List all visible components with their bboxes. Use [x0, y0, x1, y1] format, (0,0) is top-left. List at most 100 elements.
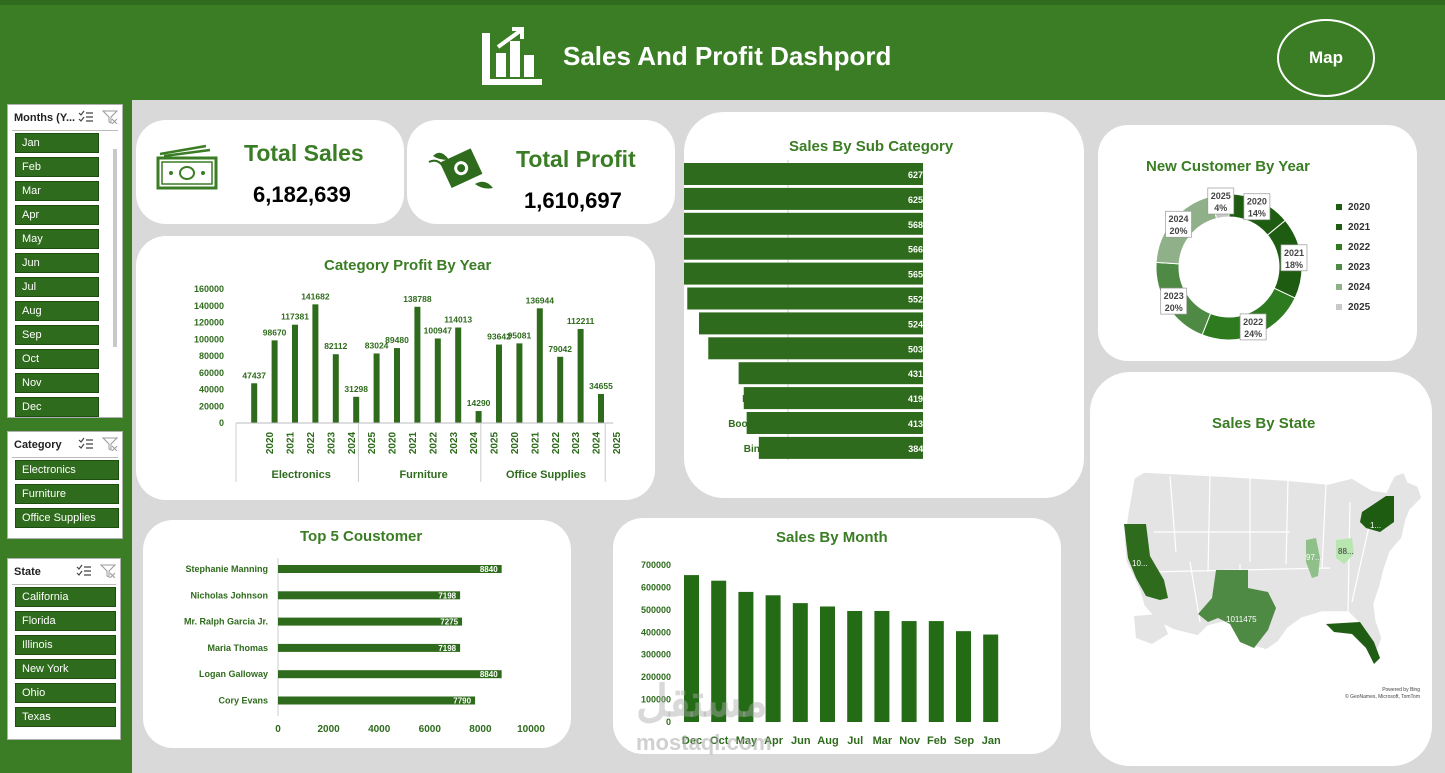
category-item-furniture[interactable]: Furniture — [15, 484, 119, 504]
funnel-bar — [684, 237, 923, 260]
x-tick-label: 2021 — [408, 431, 419, 454]
month-item-jul[interactable]: Jul — [15, 277, 99, 297]
category-item-electronics[interactable]: Electronics — [15, 460, 119, 480]
data-label: 8840 — [480, 670, 498, 679]
clear-filter-icon[interactable] — [102, 437, 118, 451]
category-label: Bookcases — [728, 419, 781, 430]
money-icon — [156, 144, 218, 190]
data-label: 552269 — [908, 295, 938, 305]
bar — [577, 329, 584, 423]
us-map[interactable]: 10... 1011475 97... 88... 1... Powered b… — [1090, 372, 1432, 766]
category-label: Laptops — [742, 394, 781, 405]
funnel-bar — [684, 262, 923, 285]
y-tick-label: 120000 — [194, 318, 224, 328]
new-york-label: 1... — [1370, 521, 1381, 530]
state-item-california[interactable]: California — [15, 587, 116, 607]
bar — [394, 348, 400, 423]
ohio-label: 88... — [1338, 547, 1354, 556]
y-tick-label: 40000 — [199, 385, 224, 395]
scrollbar[interactable] — [113, 149, 117, 347]
group-label: Furniture — [399, 469, 447, 481]
chart-title: Sales By Sub Category — [789, 138, 954, 155]
bar — [874, 610, 890, 722]
texas-label: 1011475 — [1226, 615, 1257, 624]
x-tick-label: Mar — [873, 735, 893, 747]
watermark-url: mostaql.com — [636, 730, 772, 755]
ohio-shape — [1336, 538, 1354, 564]
map-button[interactable]: Map — [1277, 19, 1375, 97]
chart-title: Top 5 Coustomer — [300, 528, 423, 545]
months-slicer-title: Months (Y... — [14, 112, 76, 124]
funnel-bar — [758, 436, 923, 459]
slice-label-box — [1207, 187, 1235, 215]
x-tick-label: 6000 — [419, 724, 442, 735]
sub-category-chart: 627875 Markers 625177 Tables 568367 Sofas 5663… — [684, 160, 938, 460]
y-tick-label: 0 — [219, 418, 224, 428]
category-label: Phones — [745, 344, 782, 355]
month-item-oct[interactable]: Oct — [15, 349, 99, 369]
month-item-sep[interactable]: Sep — [15, 325, 99, 345]
state-item-texas[interactable]: Texas — [15, 707, 116, 727]
y-tick-label: 100000 — [194, 334, 224, 344]
funnel-bar — [738, 362, 923, 385]
alaska-shape — [1134, 614, 1168, 644]
x-tick-label: 10000 — [517, 724, 545, 735]
state-item-illinois[interactable]: Illinois — [15, 635, 116, 655]
data-label: 141682 — [301, 291, 330, 301]
category-item-office-supplies[interactable]: Office Supplies — [15, 508, 119, 528]
month-item-dec[interactable]: Dec — [15, 397, 99, 417]
data-label: 431964 — [908, 369, 938, 379]
months-slicer: Months (Y... Jan Feb Mar Apr May Jun Jul Aug Sep… — [7, 104, 123, 418]
slice-label-pct: 4% — [1214, 203, 1227, 213]
clear-filter-icon[interactable] — [102, 110, 118, 124]
month-item-nov[interactable]: Nov — [15, 373, 99, 393]
data-label: 138788 — [403, 294, 432, 304]
x-tick-label: 2023 — [326, 431, 337, 454]
month-item-jan[interactable]: Jan — [15, 133, 99, 153]
month-item-mar[interactable]: Mar — [15, 181, 99, 201]
y-tick-label: 100000 — [641, 695, 671, 705]
us-map-outline — [1123, 471, 1423, 652]
month-item-aug[interactable]: Aug — [15, 301, 99, 321]
month-item-apr[interactable]: Apr — [15, 205, 99, 225]
multi-select-icon[interactable] — [78, 437, 94, 451]
funnel-bar — [708, 337, 923, 360]
bar — [475, 411, 482, 423]
x-tick-label: 2025 — [612, 431, 623, 454]
bar — [278, 591, 461, 600]
legend-swatch — [1336, 204, 1342, 210]
data-label: 7275 — [440, 618, 458, 627]
state-item-ohio[interactable]: Ohio — [15, 683, 116, 703]
x-tick-label: Aug — [817, 735, 838, 747]
state-item-new-york[interactable]: New York — [15, 659, 116, 679]
data-label: 117381 — [281, 312, 309, 322]
category-slicer: Category Electronics Furniture Office Supp… — [7, 431, 123, 539]
bar — [373, 353, 380, 423]
data-label: 7198 — [438, 591, 456, 600]
bar — [711, 580, 727, 722]
legend-label: 2020 — [1348, 202, 1371, 213]
data-label: 14290 — [467, 398, 491, 408]
category-label: Printers — [743, 245, 781, 256]
data-label: 95081 — [508, 330, 532, 340]
multi-select-icon[interactable] — [78, 110, 94, 124]
month-item-feb[interactable]: Feb — [15, 157, 99, 177]
y-tick-label: 160000 — [194, 284, 224, 294]
month-item-may[interactable]: May — [15, 229, 99, 249]
bar — [847, 610, 863, 722]
chart-title: Category Profit By Year — [324, 257, 492, 274]
state-item-florida[interactable]: Florida — [15, 611, 116, 631]
bar — [956, 631, 971, 722]
bar — [414, 306, 421, 423]
category-label: Markers — [743, 170, 782, 181]
month-item-jun[interactable]: Jun — [15, 253, 99, 273]
category-profit-card: Category Profit By Year 0 20000 40000 60000… — [136, 236, 655, 500]
chart-title: Sales By Month — [776, 529, 888, 546]
multi-select-icon[interactable] — [76, 564, 92, 578]
clear-filter-icon[interactable] — [100, 564, 116, 578]
x-tick-label: Feb — [927, 735, 947, 747]
slice-label-box — [1280, 244, 1308, 272]
header-bar: Sales And Profit Dashpord Map — [0, 0, 1445, 100]
chart-title: Sales By State — [1212, 415, 1316, 432]
bar — [765, 595, 781, 722]
